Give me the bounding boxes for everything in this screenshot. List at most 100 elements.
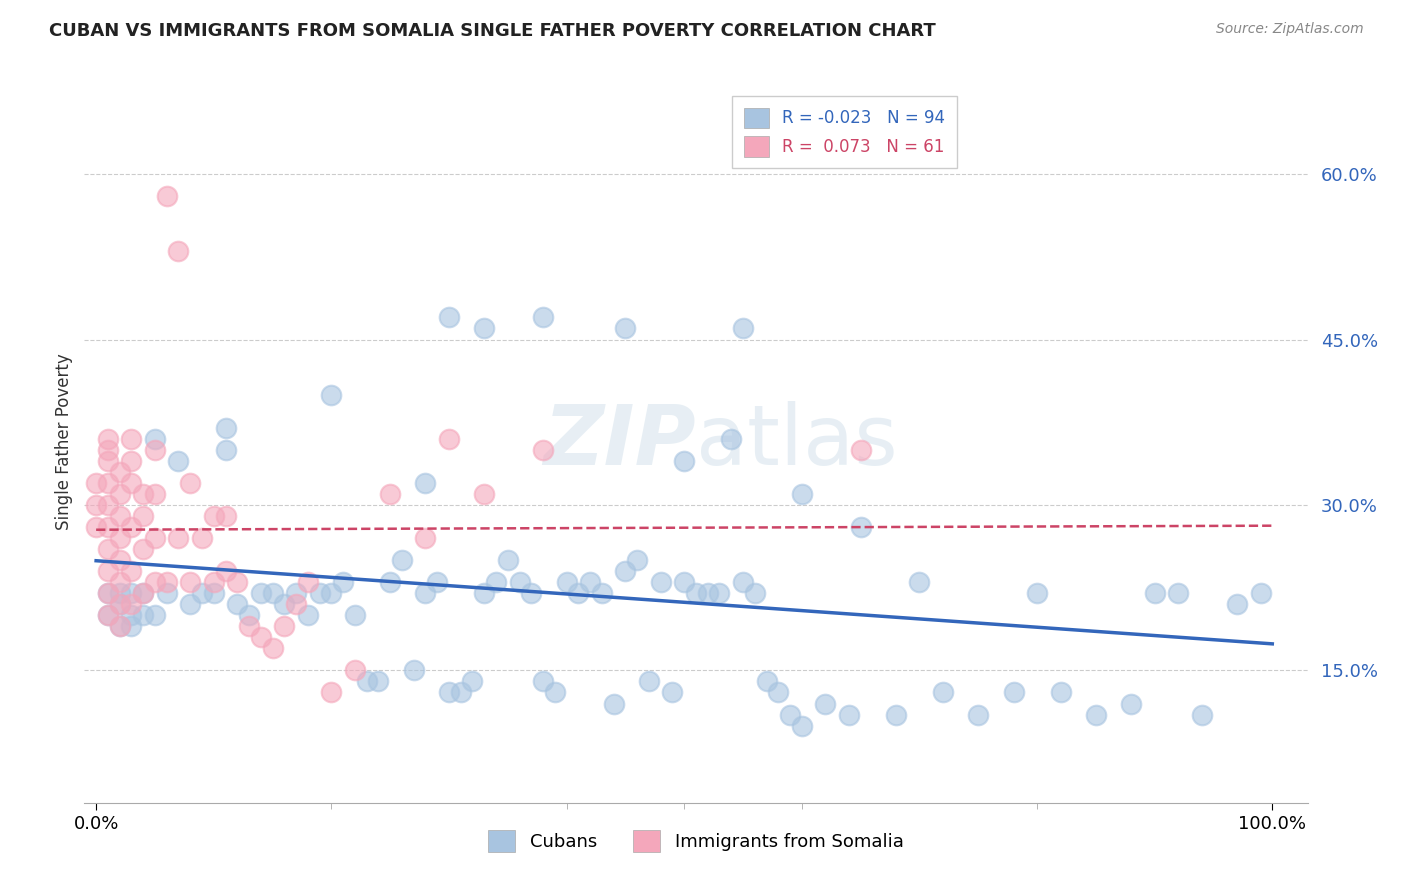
Point xyxy=(120,619,142,633)
Point xyxy=(849,520,872,534)
Point xyxy=(461,674,484,689)
Point xyxy=(97,542,120,557)
Point xyxy=(167,531,190,545)
Point xyxy=(755,674,778,689)
Point xyxy=(97,442,120,457)
Point xyxy=(108,575,131,590)
Point xyxy=(297,575,319,590)
Point xyxy=(308,586,330,600)
Point xyxy=(108,531,131,545)
Text: CUBAN VS IMMIGRANTS FROM SOMALIA SINGLE FATHER POVERTY CORRELATION CHART: CUBAN VS IMMIGRANTS FROM SOMALIA SINGLE … xyxy=(49,22,936,40)
Point xyxy=(120,586,142,600)
Point xyxy=(402,664,425,678)
Point xyxy=(356,674,378,689)
Point xyxy=(661,685,683,699)
Point xyxy=(84,520,107,534)
Point xyxy=(97,586,120,600)
Point xyxy=(531,442,554,457)
Point xyxy=(214,421,236,435)
Point xyxy=(415,475,437,490)
Point xyxy=(156,189,179,203)
Point xyxy=(273,597,295,611)
Point xyxy=(555,575,578,590)
Point xyxy=(191,586,214,600)
Point xyxy=(273,619,295,633)
Point xyxy=(731,321,754,335)
Point xyxy=(238,619,260,633)
Point xyxy=(485,575,508,590)
Point xyxy=(321,685,343,699)
Point xyxy=(579,575,602,590)
Point xyxy=(332,575,354,590)
Point xyxy=(685,586,707,600)
Point xyxy=(143,575,166,590)
Point xyxy=(838,707,860,722)
Point xyxy=(673,575,696,590)
Point xyxy=(1226,597,1249,611)
Point xyxy=(97,608,120,623)
Point xyxy=(614,321,637,335)
Point xyxy=(262,641,284,656)
Point xyxy=(591,586,613,600)
Point xyxy=(297,608,319,623)
Text: ZIP: ZIP xyxy=(543,401,696,482)
Point xyxy=(415,586,437,600)
Point xyxy=(108,597,131,611)
Point xyxy=(249,631,271,645)
Point xyxy=(143,487,166,501)
Point xyxy=(343,608,366,623)
Point xyxy=(720,432,742,446)
Point xyxy=(143,608,166,623)
Point xyxy=(520,586,543,600)
Point xyxy=(744,586,766,600)
Point xyxy=(696,586,718,600)
Point xyxy=(321,586,343,600)
Point xyxy=(380,487,402,501)
Point xyxy=(849,442,872,457)
Point xyxy=(391,553,413,567)
Point xyxy=(179,475,201,490)
Point xyxy=(132,508,155,523)
Point xyxy=(626,553,648,567)
Point xyxy=(120,597,142,611)
Point xyxy=(437,685,460,699)
Point xyxy=(321,387,343,401)
Point xyxy=(567,586,589,600)
Point xyxy=(156,575,179,590)
Point xyxy=(472,586,495,600)
Point xyxy=(1121,697,1143,711)
Point xyxy=(97,475,120,490)
Text: atlas: atlas xyxy=(696,401,897,482)
Point xyxy=(731,575,754,590)
Point xyxy=(1143,586,1166,600)
Point xyxy=(437,432,460,446)
Point xyxy=(167,454,190,468)
Point xyxy=(84,475,107,490)
Point xyxy=(108,553,131,567)
Point xyxy=(108,619,131,633)
Point xyxy=(1250,586,1272,600)
Text: Source: ZipAtlas.com: Source: ZipAtlas.com xyxy=(1216,22,1364,37)
Point xyxy=(132,487,155,501)
Point xyxy=(884,707,907,722)
Point xyxy=(97,520,120,534)
Point xyxy=(120,520,142,534)
Legend: Cubans, Immigrants from Somalia: Cubans, Immigrants from Somalia xyxy=(481,822,911,859)
Point xyxy=(108,597,131,611)
Point xyxy=(120,475,142,490)
Point xyxy=(214,508,236,523)
Point xyxy=(202,508,225,523)
Point xyxy=(226,575,249,590)
Point xyxy=(179,597,201,611)
Point xyxy=(709,586,731,600)
Point xyxy=(132,608,155,623)
Point xyxy=(132,586,155,600)
Point xyxy=(202,586,225,600)
Point xyxy=(108,619,131,633)
Point xyxy=(779,707,801,722)
Point xyxy=(120,432,142,446)
Point xyxy=(238,608,260,623)
Point xyxy=(179,575,201,590)
Point xyxy=(367,674,389,689)
Point xyxy=(531,310,554,325)
